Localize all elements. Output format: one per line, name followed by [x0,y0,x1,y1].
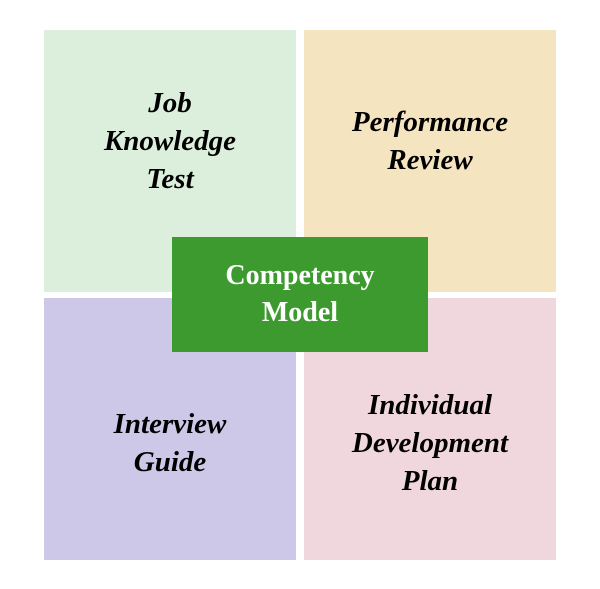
quadrant-label: Job Knowledge Test [104,85,236,198]
center-title: Competency Model [225,258,374,331]
center-title-box: Competency Model [172,237,428,352]
quadrant-label: Interview Guide [114,406,227,481]
quadrant-label: Individual Development Plan [352,387,508,500]
quadrant-label: Performance Review [352,104,508,179]
competency-model-diagram: Job Knowledge Test Performance Review In… [44,30,556,560]
